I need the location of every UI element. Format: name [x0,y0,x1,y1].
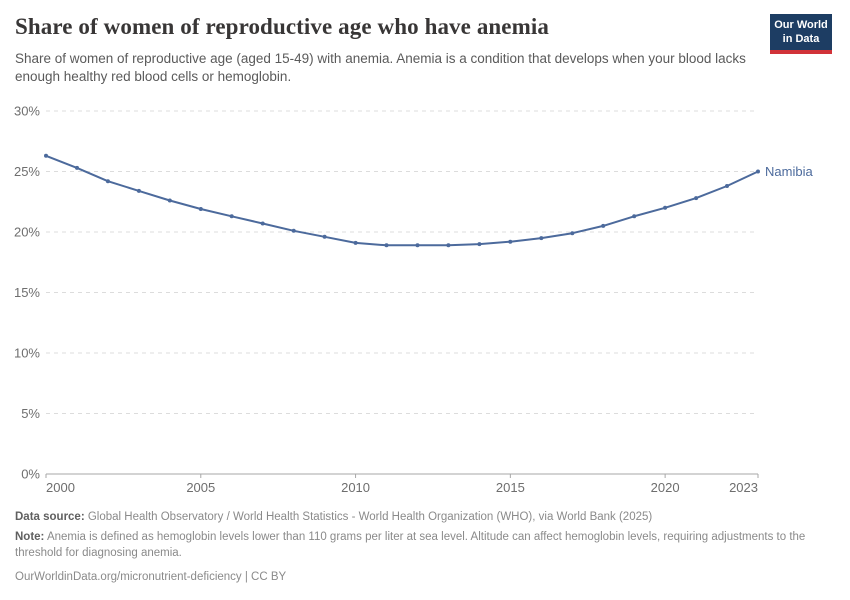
data-point[interactable] [198,207,203,211]
y-tick-label: 0% [21,467,40,482]
data-point[interactable] [570,231,575,236]
data-point[interactable] [229,214,234,219]
note-line: Note: Anemia is defined as hemoglobin le… [15,529,815,561]
data-point[interactable] [322,234,327,239]
data-point[interactable] [477,242,482,247]
data-point[interactable] [75,165,79,170]
data-line[interactable] [45,154,759,247]
y-tick-label: 30% [14,104,40,119]
data-point[interactable] [756,169,760,174]
data-point[interactable] [167,198,172,203]
data-point[interactable] [601,223,606,228]
data-point[interactable] [136,188,141,193]
x-tick-label: 2015 [496,480,525,495]
data-source-label: Data source: [15,511,85,523]
note-text: Anemia is defined as hemoglobin levels l… [15,531,806,560]
data-point[interactable] [694,196,699,201]
chart-footer: Data source: Global Health Observatory /… [15,509,815,589]
owid-logo[interactable]: Our World in Data [770,14,832,54]
data-source-line: Data source: Global Health Observatory /… [15,509,815,525]
data-point[interactable] [260,221,265,226]
data-point[interactable] [291,228,296,233]
data-source-text: Global Health Observatory / World Health… [84,511,653,523]
x-tick-label: 2010 [341,480,370,495]
y-tick-label: 15% [14,285,40,300]
x-tick-label: 2000 [46,480,75,495]
owid-logo-box: Our World in Data [770,14,832,54]
x-tick-label: 2005 [186,480,215,495]
chart-subtitle: Share of women of reproductive age (aged… [15,51,746,84]
data-point[interactable] [632,214,637,219]
data-point[interactable] [663,205,668,210]
data-point[interactable] [44,153,48,158]
data-point[interactable] [384,243,389,248]
y-tick-label: 10% [14,346,40,361]
url-line[interactable]: OurWorldinData.org/micronutrient-deficie… [15,571,287,584]
note-label: Note: [15,531,45,544]
data-point[interactable] [446,243,451,248]
owid-logo-line2: in Data [782,33,820,46]
data-point[interactable] [508,239,513,244]
owid-logo-line1: Our World [774,19,828,31]
data-point[interactable] [725,184,729,188]
data-point[interactable] [105,179,110,184]
y-tick-label: 20% [14,225,40,240]
data-point[interactable] [353,240,358,245]
chart-title: Share of women of reproductive age who h… [15,14,549,39]
y-tick-label: 5% [21,406,40,421]
data-point[interactable] [539,236,544,241]
series-end-label[interactable]: Namibia [765,164,813,179]
data-point[interactable] [415,243,420,248]
x-tick-label: 2023 [729,480,758,495]
y-tick-label: 25% [14,164,40,179]
x-tick-label: 2020 [651,480,680,495]
